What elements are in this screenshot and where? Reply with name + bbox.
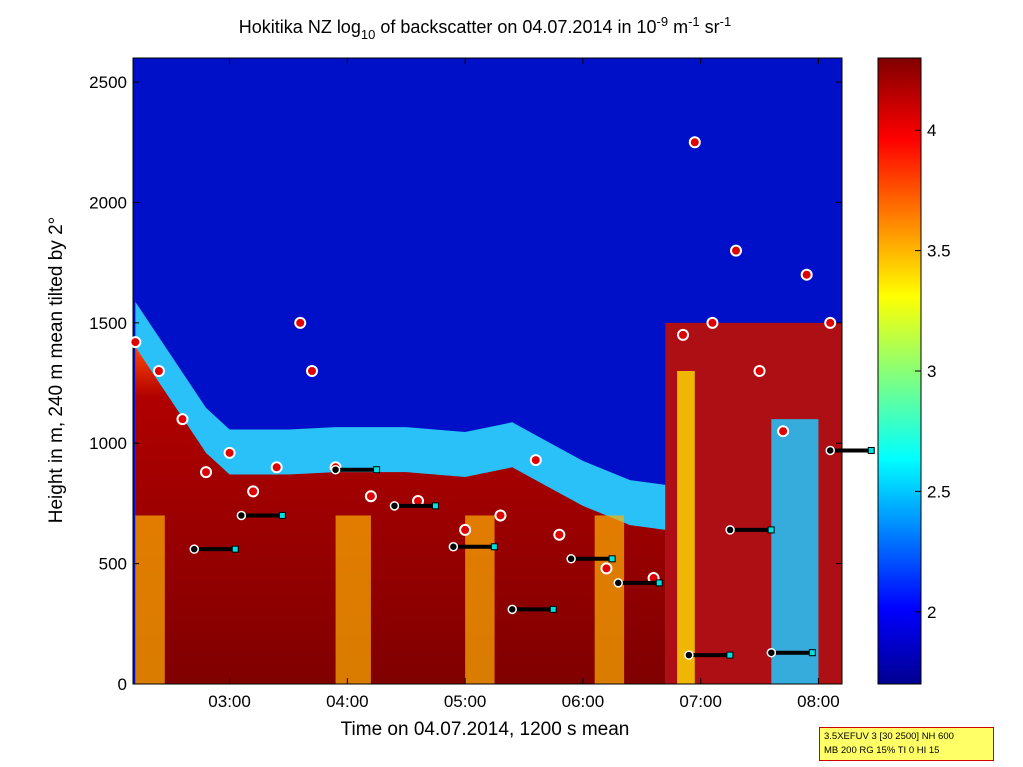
surface-plume [465, 515, 495, 684]
x-tick-label: 06:00 [562, 692, 605, 711]
mixing-layer-marker [726, 651, 734, 659]
surface-plume [594, 515, 625, 684]
upper-boundary-marker [294, 316, 307, 329]
x-tick-label: 05:00 [444, 692, 487, 711]
mixing-layer-start [613, 578, 623, 588]
mixing-layer-start [566, 554, 576, 564]
plot-frame [132, 57, 843, 685]
colorbar-tick-label: 3.5 [927, 242, 951, 261]
y-tick-label: 0 [118, 675, 127, 694]
upper-boundary-marker [553, 528, 566, 541]
upper-boundary-marker [706, 316, 719, 329]
mixing-layer-start [766, 647, 777, 658]
surface-plume [135, 515, 165, 684]
upper-boundary-marker [677, 328, 690, 341]
mixing-layer-marker [608, 555, 616, 563]
y-tick-label: 1000 [89, 434, 127, 453]
mixing-layer-start [389, 501, 400, 511]
y-axis-label: Height in m, 240 m mean tilted by 2° [46, 217, 67, 523]
y-tick-label: 500 [99, 555, 127, 574]
upper-boundary-marker [200, 466, 213, 479]
mixing-layer-marker [490, 543, 498, 551]
mixing-layer-start [725, 525, 735, 535]
settings-legend-box: 3.5XEFUV 3 [30 2500] NH 600 MB 200 RG 15… [819, 727, 994, 761]
colorbar-tick-label: 3 [927, 362, 936, 381]
colorbar-tick-label: 4 [927, 121, 936, 140]
x-tick-label: 03:00 [208, 692, 251, 711]
upper-boundary-marker [529, 454, 542, 467]
colorbar [878, 58, 921, 684]
upper-boundary-marker [753, 365, 766, 377]
upper-boundary-marker [494, 509, 507, 522]
upper-boundary-marker [777, 425, 790, 438]
mixing-layer-marker [808, 649, 816, 657]
upper-boundary-marker [152, 365, 165, 377]
mixing-layer-start [330, 464, 341, 475]
mixing-layer-marker [767, 526, 775, 534]
mixing-layer-marker [373, 466, 381, 474]
mixing-layer-marker [549, 605, 557, 613]
settings-line-2: MB 200 RG 15% TI 0 HI 15 [824, 745, 940, 756]
mixing-layer-marker [278, 511, 286, 519]
y-axis: 0 500 1000 1500 2000 2500 [89, 73, 842, 694]
plot-area [133, 58, 842, 684]
y-tick-label: 2000 [89, 193, 127, 212]
upper-boundary-marker [306, 365, 319, 377]
upper-boundary-marker [223, 446, 236, 459]
upper-boundary-marker [459, 523, 472, 536]
upper-boundary-marker [800, 268, 813, 281]
colorbar-ticks: 2 2.5 3 3.5 4 [915, 121, 951, 622]
x-tick-label: 04:00 [326, 692, 369, 711]
upper-boundary-marker [270, 461, 283, 474]
y-tick-label: 1500 [89, 314, 127, 333]
upper-boundary-marker [688, 136, 701, 149]
upper-boundary-marker [824, 316, 837, 329]
surface-plume [335, 515, 371, 684]
mixing-layer-start [684, 650, 694, 660]
y-tick-label: 2500 [89, 73, 127, 92]
mixing-layer-start [507, 604, 517, 615]
x-tick-label: 08:00 [797, 692, 840, 711]
upper-boundary-marker [730, 244, 743, 257]
aerosol-layer [135, 346, 666, 684]
layer-markers [129, 136, 875, 660]
mixing-layer-marker [231, 545, 239, 553]
x-axis: 03:00 04:00 05:00 06:00 07:00 08:00 [208, 58, 840, 711]
late-clear-band [771, 419, 819, 684]
mixing-layer-marker [655, 579, 663, 587]
mixing-layer-marker [867, 446, 875, 454]
upper-boundary-marker [364, 490, 377, 503]
upper-boundary-marker [600, 562, 613, 575]
colorbar-tick-label: 2.5 [927, 482, 951, 501]
mixing-layer-start [236, 510, 247, 521]
mixing-layer-start [189, 544, 199, 554]
upper-boundary-marker [247, 485, 260, 498]
upper-boundary-marker [176, 413, 189, 426]
settings-line-1: 3.5XEFUV 3 [30 2500] NH 600 [824, 731, 954, 742]
colorbar-tick-label: 2 [927, 603, 936, 622]
x-axis-label: Time on 04.07.2014, 1200 s mean [341, 719, 630, 740]
x-tick-label: 07:00 [679, 692, 722, 711]
mixing-layer-marker [431, 502, 439, 510]
late-plume [677, 371, 695, 684]
mixing-layer-start [448, 542, 459, 552]
upper-boundary-marker [129, 336, 142, 349]
mixing-layer-start [825, 445, 835, 456]
chart-title: Hokitika NZ log10 of backscatter on 04.0… [239, 14, 731, 42]
